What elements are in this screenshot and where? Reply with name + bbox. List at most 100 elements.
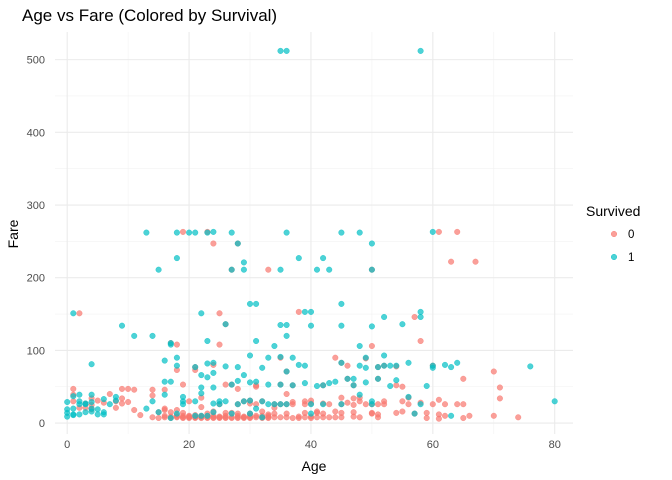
data-point-survived-0 [466,412,473,419]
data-point-survived-0 [265,266,272,273]
data-point-survived-1 [454,359,461,366]
data-point-survived-1 [94,411,101,418]
data-point-survived-0 [301,398,308,405]
y-axis-title: Fare [5,219,21,248]
data-point-survived-0 [368,409,375,416]
data-point-survived-1 [283,368,290,375]
data-point-survived-1 [253,300,260,307]
legend: Survived 0 1 [586,203,640,264]
data-point-survived-0 [350,401,357,408]
data-point-survived-1 [76,411,83,418]
data-point-survived-0 [411,314,418,321]
data-point-survived-1 [362,354,369,361]
data-point-survived-1 [70,412,77,419]
data-point-survived-0 [448,258,455,265]
data-point-survived-1 [240,372,247,379]
data-point-survived-0 [490,368,497,375]
data-point-survived-0 [179,381,186,388]
y-tick-label: 300 [27,200,45,212]
data-point-survived-1 [381,314,388,321]
data-point-survived-1 [88,399,95,406]
data-point-survived-1 [228,381,235,388]
data-point-survived-0 [472,258,479,265]
y-tick-label: 200 [27,273,45,285]
data-point-survived-0 [417,338,424,345]
data-point-survived-0 [118,385,125,392]
data-point-survived-1 [94,406,101,413]
data-point-survived-0 [344,399,351,406]
chart-title: Age vs Fare (Colored by Survival) [22,6,277,25]
data-point-survived-1 [228,266,235,273]
data-point-survived-1 [405,393,412,400]
data-point-survived-1 [240,398,247,405]
data-point-survived-0 [399,398,406,405]
data-point-survived-0 [368,343,375,350]
data-point-survived-0 [106,391,113,398]
data-point-survived-0 [149,392,156,399]
data-point-survived-1 [277,322,284,329]
data-point-survived-1 [173,354,180,361]
data-point-survived-1 [112,397,119,404]
data-point-survived-1 [417,47,424,54]
data-point-survived-1 [131,332,138,339]
data-point-survived-1 [283,229,290,236]
data-point-survived-1 [192,364,199,371]
y-tick-label: 400 [27,127,45,139]
data-point-survived-1 [259,364,266,371]
data-point-survived-1 [198,390,205,397]
data-point-survived-0 [496,395,503,402]
y-tick-label: 500 [27,55,45,67]
data-point-survived-1 [283,47,290,54]
data-point-survived-1 [161,378,168,385]
data-point-survived-0 [375,401,382,408]
data-point-survived-1 [356,229,363,236]
data-point-survived-0 [356,414,363,421]
data-point-survived-0 [216,341,223,348]
data-point-survived-1 [368,401,375,408]
data-point-survived-1 [429,228,436,235]
data-point-survived-0 [332,408,339,415]
data-points [64,47,558,422]
data-point-survived-1 [375,364,382,371]
data-point-survived-0 [314,408,321,415]
data-point-survived-0 [216,413,223,420]
data-point-survived-1 [314,383,321,390]
data-point-survived-1 [100,411,107,418]
data-point-survived-1 [234,364,241,371]
data-point-survived-0 [442,412,449,419]
data-point-survived-1 [106,401,113,408]
data-point-survived-1 [338,359,345,366]
data-point-survived-1 [253,378,260,385]
data-point-survived-0 [332,354,339,361]
data-point-survived-1 [161,391,168,398]
data-point-survived-1 [204,338,211,345]
data-point-survived-1 [356,362,363,369]
data-point-survived-0 [70,385,77,392]
data-point-survived-0 [131,386,138,393]
x-tick-label: 40 [305,439,317,451]
data-point-survived-0 [265,411,272,418]
data-point-survived-1 [405,359,412,366]
data-point-survived-1 [326,380,333,387]
legend-title: Survived [586,203,640,219]
legend-key-1 [611,253,618,260]
data-point-survived-0 [186,398,193,405]
data-point-survived-0 [179,409,186,416]
data-point-survived-1 [399,321,406,328]
data-point-survived-0 [137,412,144,419]
data-point-survived-1 [198,310,205,317]
data-point-survived-1 [320,401,327,408]
data-point-survived-1 [155,409,162,416]
data-point-survived-1 [301,308,308,315]
data-point-survived-0 [125,385,132,392]
data-point-survived-1 [381,352,388,359]
data-point-survived-0 [179,228,186,235]
data-point-survived-0 [167,409,174,416]
data-point-survived-0 [234,385,241,392]
data-point-survived-0 [515,414,522,421]
data-point-survived-0 [70,398,77,405]
data-point-survived-1 [393,362,400,369]
data-point-survived-0 [112,404,119,411]
data-point-survived-0 [423,415,430,422]
data-point-survived-1 [179,398,186,405]
